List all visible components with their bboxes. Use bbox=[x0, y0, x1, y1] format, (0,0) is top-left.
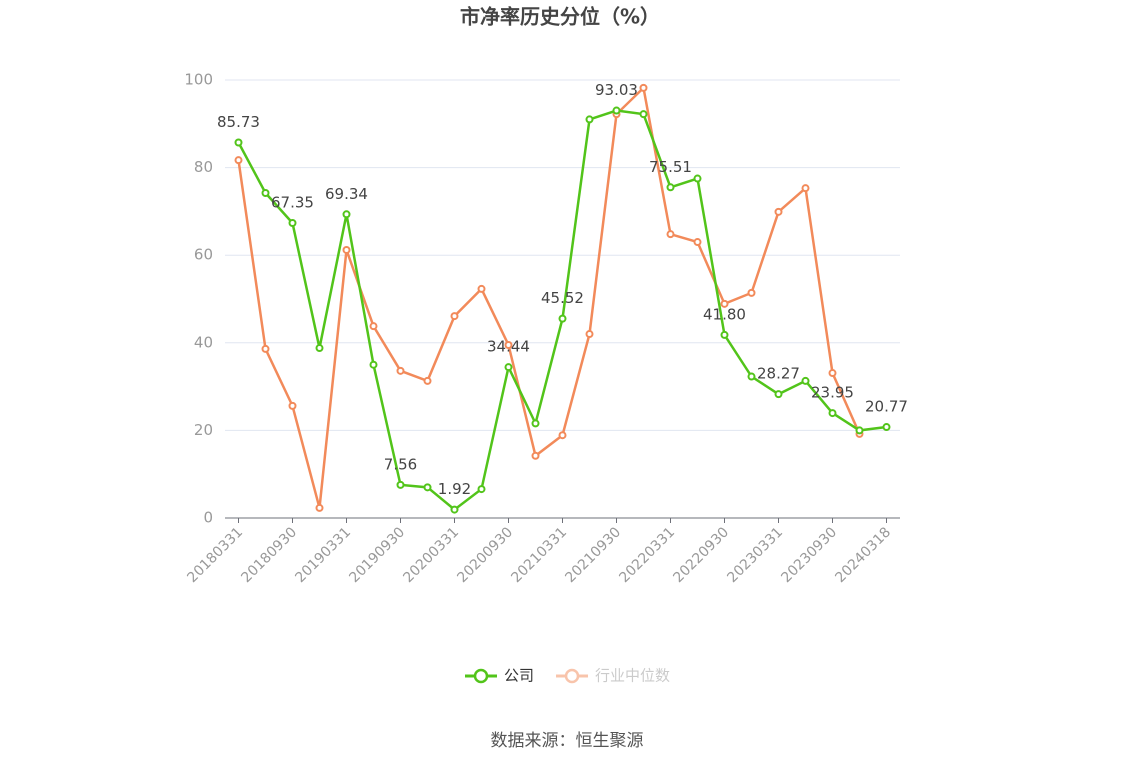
data-label: 28.27 bbox=[757, 365, 800, 383]
point bbox=[477, 284, 486, 293]
point bbox=[396, 366, 405, 375]
point bbox=[261, 344, 270, 353]
point bbox=[342, 210, 351, 219]
point bbox=[720, 299, 729, 308]
point bbox=[747, 288, 756, 297]
x-tick-label: 20240318 bbox=[832, 524, 894, 586]
point bbox=[261, 189, 270, 198]
x-tick-label: 20230331 bbox=[724, 524, 786, 586]
legend-item: 公司 bbox=[465, 667, 534, 685]
point bbox=[639, 83, 648, 92]
point bbox=[882, 423, 891, 432]
y-tick-label: 60 bbox=[194, 246, 213, 264]
point bbox=[450, 505, 459, 514]
y-tick-label: 100 bbox=[184, 71, 213, 89]
point bbox=[828, 409, 837, 418]
data-label: 45.52 bbox=[541, 289, 584, 307]
point bbox=[369, 360, 378, 369]
point bbox=[288, 219, 297, 228]
x-tick-label: 20190930 bbox=[346, 524, 408, 586]
data-label: 75.51 bbox=[649, 158, 692, 176]
point bbox=[234, 156, 243, 165]
point bbox=[396, 480, 405, 489]
point bbox=[828, 369, 837, 378]
data-label: 1.92 bbox=[438, 480, 471, 498]
point bbox=[531, 419, 540, 428]
point bbox=[369, 322, 378, 331]
x-tick-label: 20190331 bbox=[292, 524, 354, 586]
point bbox=[774, 207, 783, 216]
x-tick-label: 20180930 bbox=[238, 524, 300, 586]
point bbox=[450, 312, 459, 321]
point bbox=[234, 138, 243, 147]
point bbox=[774, 390, 783, 399]
point bbox=[666, 230, 675, 239]
point bbox=[504, 363, 513, 372]
x-tick-label: 20210930 bbox=[562, 524, 624, 586]
data-label: 34.44 bbox=[487, 338, 530, 356]
data-label: 41.80 bbox=[703, 305, 746, 323]
data-label: 93.03 bbox=[595, 81, 638, 99]
point bbox=[558, 314, 567, 323]
point bbox=[315, 503, 324, 512]
chart-title: 市净率历史分位（%） bbox=[460, 5, 660, 29]
point bbox=[423, 483, 432, 492]
y-tick-label: 40 bbox=[194, 333, 213, 351]
legend-label: 公司 bbox=[504, 667, 534, 685]
x-tick-label: 20230930 bbox=[778, 524, 840, 586]
x-tick-label: 20200930 bbox=[454, 524, 516, 586]
legend-label: 行业中位数 bbox=[595, 667, 670, 685]
point bbox=[612, 106, 621, 115]
point bbox=[801, 184, 810, 193]
point bbox=[585, 330, 594, 339]
point bbox=[693, 174, 702, 183]
legend-item: 行业中位数 bbox=[556, 667, 670, 685]
point bbox=[423, 376, 432, 385]
point bbox=[558, 431, 567, 440]
data-label: 7.56 bbox=[384, 455, 417, 473]
x-tick-label: 20220331 bbox=[616, 524, 678, 586]
point bbox=[477, 485, 486, 494]
data-label: 23.95 bbox=[811, 384, 854, 402]
point bbox=[315, 344, 324, 353]
x-tick-label: 20220930 bbox=[670, 524, 732, 586]
point bbox=[342, 245, 351, 254]
data-label: 67.35 bbox=[271, 194, 314, 212]
point bbox=[747, 372, 756, 381]
series-line bbox=[237, 85, 861, 509]
x-tick-label: 20200331 bbox=[400, 524, 462, 586]
point bbox=[288, 401, 297, 410]
point bbox=[666, 183, 675, 192]
x-tick-label: 20180331 bbox=[184, 524, 246, 586]
point bbox=[855, 426, 864, 435]
y-tick-label: 0 bbox=[203, 509, 213, 527]
point bbox=[639, 110, 648, 119]
data-label: 20.77 bbox=[865, 398, 908, 416]
x-tick-label: 20210331 bbox=[508, 524, 570, 586]
data-label: 85.73 bbox=[217, 113, 260, 131]
source-note: 数据来源：恒生聚源 bbox=[491, 731, 644, 751]
data-label: 69.34 bbox=[325, 185, 368, 203]
point bbox=[720, 330, 729, 339]
legend-marker bbox=[564, 668, 580, 684]
point bbox=[504, 340, 513, 349]
legend-marker bbox=[473, 668, 489, 684]
point bbox=[531, 451, 540, 460]
point bbox=[801, 376, 810, 385]
point bbox=[693, 238, 702, 247]
point bbox=[585, 115, 594, 124]
y-tick-label: 80 bbox=[194, 158, 213, 176]
series-line bbox=[237, 109, 887, 512]
y-tick-label: 20 bbox=[194, 421, 213, 439]
